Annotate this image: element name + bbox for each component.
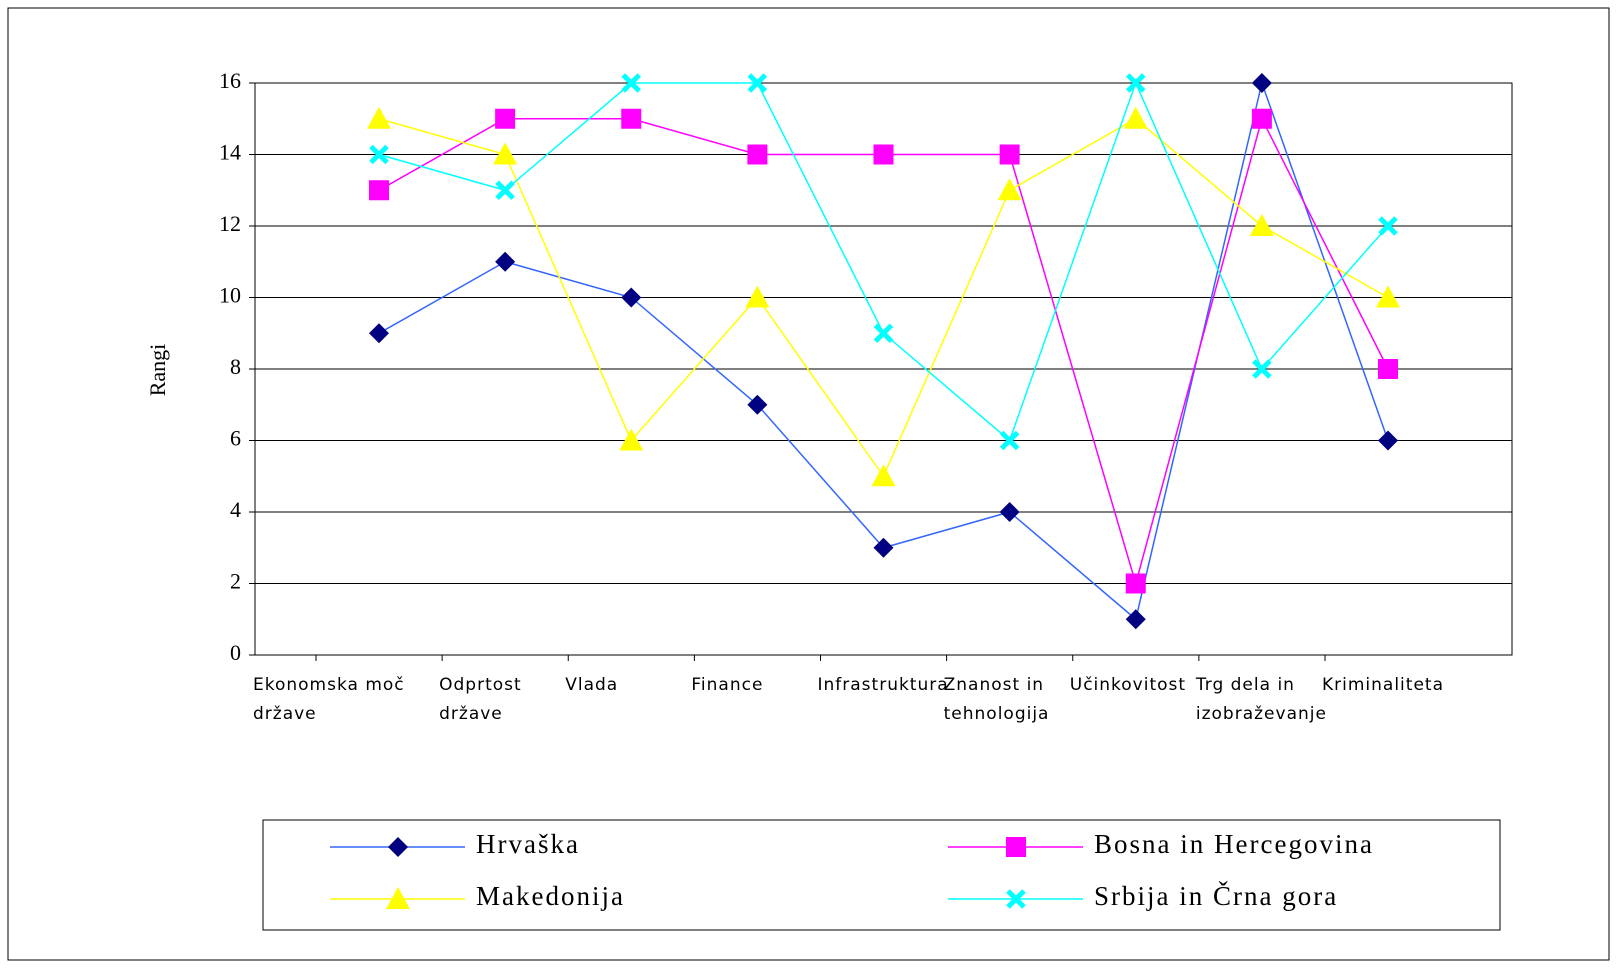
marker [871,464,896,487]
marker [619,428,644,451]
x-tick-label: Infrastruktura [817,675,949,695]
marker [1251,108,1272,129]
series [369,108,1398,594]
y-tick-label: 6 [230,426,241,451]
marker [745,285,770,308]
y-tick-label: 0 [230,640,241,665]
chart-frame [7,7,1610,961]
marker [369,323,389,344]
marker [369,180,389,201]
series [367,106,1400,487]
marker [747,73,768,93]
marker [999,144,1020,165]
marker [1378,359,1398,379]
marker [1376,285,1400,308]
y-tick-label: 14 [219,140,241,165]
x-tick-label: Znanost in tehnologija [943,675,1050,724]
marker [873,537,894,558]
marker [873,323,894,344]
y-tick-label: 2 [230,569,241,594]
x-tick-label: Vlada [565,675,619,695]
marker [1378,430,1398,451]
marker [369,144,389,165]
marker [1006,889,1026,909]
marker [621,73,642,93]
marker [621,287,642,308]
marker [495,251,516,272]
marker [1251,73,1272,93]
marker [621,108,642,129]
marker [997,178,1022,201]
marker [495,108,516,129]
legend-label: Hrvaška [476,829,580,859]
legend-box [262,819,1501,931]
series [369,73,1398,630]
marker [747,144,768,165]
y-tick-label: 4 [230,497,241,522]
y-axis-label: Rangi [145,344,170,397]
series-line [378,80,1389,442]
marker [1249,214,1274,236]
y-tick-label: 10 [219,283,241,308]
marker [999,430,1020,451]
marker [1378,216,1398,236]
marker [1252,359,1272,379]
x-tick-label: Finance [691,675,764,695]
y-tick-label: 16 [219,68,241,93]
y-tick-label: 12 [219,211,241,236]
marker [386,887,410,909]
marker [388,837,408,857]
marker [1125,73,1146,93]
marker [1125,573,1146,594]
marker [873,144,894,165]
legend-label: Srbija in Črna gora [1094,881,1338,911]
marker [1123,106,1148,129]
marker [1006,837,1026,857]
marker [747,394,768,415]
marker [493,142,518,165]
x-tick-label: Kriminaliteta [1322,675,1444,695]
y-tick-label: 8 [230,354,241,379]
legend-label: Bosna in Hercegovina [1094,829,1374,859]
marker [999,502,1020,522]
x-tick-label: Ekonomska moč države [253,675,405,724]
marker [1125,609,1146,630]
x-tick-label: Učinkovitost [1069,675,1187,695]
legend-label: Makedonija [476,881,625,911]
x-tick-label: Trg dela in izobraževanje [1195,675,1327,724]
series [369,73,1398,451]
marker [367,106,391,129]
x-tick-label: Odprtost države [439,675,522,724]
marker [495,180,515,201]
